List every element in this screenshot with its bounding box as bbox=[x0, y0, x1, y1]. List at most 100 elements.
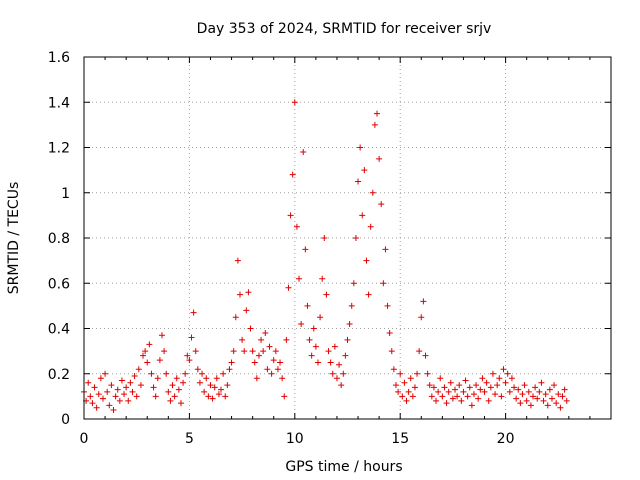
data-point bbox=[319, 275, 326, 282]
x-tick-label: 0 bbox=[80, 431, 89, 447]
data-point bbox=[106, 402, 113, 409]
data-point bbox=[194, 366, 201, 373]
data-point bbox=[454, 393, 461, 400]
data-point bbox=[546, 386, 553, 393]
data-point bbox=[87, 393, 94, 400]
data-point bbox=[281, 393, 288, 400]
data-point bbox=[355, 178, 362, 185]
data-point bbox=[182, 370, 189, 377]
data-point bbox=[213, 375, 220, 382]
data-point bbox=[384, 302, 391, 309]
data-point bbox=[215, 391, 222, 398]
data-point bbox=[473, 382, 480, 389]
data-point bbox=[148, 370, 155, 377]
data-point bbox=[300, 149, 307, 156]
data-point bbox=[470, 391, 477, 398]
data-point bbox=[361, 167, 368, 174]
data-point bbox=[293, 223, 300, 230]
data-point bbox=[333, 375, 340, 382]
data-point bbox=[414, 370, 421, 377]
data-point bbox=[123, 384, 130, 391]
data-point bbox=[409, 393, 416, 400]
data-point bbox=[430, 384, 437, 391]
data-point bbox=[371, 121, 378, 128]
data-point bbox=[268, 370, 275, 377]
data-point bbox=[506, 388, 513, 395]
data-point bbox=[530, 393, 537, 400]
data-point bbox=[110, 406, 117, 413]
data-point bbox=[483, 379, 490, 386]
data-point bbox=[171, 393, 178, 400]
data-point bbox=[420, 298, 427, 305]
data-point bbox=[527, 402, 534, 409]
data-point bbox=[314, 359, 321, 366]
data-point bbox=[298, 320, 305, 327]
data-point bbox=[262, 330, 269, 337]
data-point bbox=[325, 348, 332, 355]
data-point bbox=[352, 235, 359, 241]
data-point bbox=[508, 375, 515, 382]
data-point bbox=[500, 366, 507, 373]
data-point bbox=[245, 289, 252, 296]
data-point bbox=[129, 388, 136, 395]
data-point bbox=[218, 386, 225, 393]
data-point bbox=[260, 348, 267, 355]
data-point bbox=[131, 373, 138, 380]
data-point bbox=[498, 393, 505, 400]
data-point bbox=[99, 395, 106, 402]
data-point bbox=[121, 391, 128, 398]
data-point bbox=[479, 375, 486, 382]
data-point bbox=[291, 99, 298, 106]
data-point bbox=[255, 352, 262, 359]
data-point bbox=[466, 384, 473, 391]
x-tick-label: 20 bbox=[497, 431, 515, 447]
data-point bbox=[327, 359, 334, 366]
data-point bbox=[222, 393, 229, 400]
data-point bbox=[220, 370, 227, 377]
data-point bbox=[289, 171, 296, 178]
data-point bbox=[344, 336, 351, 343]
data-point bbox=[340, 370, 347, 377]
data-point bbox=[144, 359, 151, 366]
data-point bbox=[386, 330, 393, 337]
data-point bbox=[553, 400, 560, 407]
data-point bbox=[342, 352, 349, 359]
data-point bbox=[201, 388, 208, 395]
data-point bbox=[521, 382, 528, 389]
data-point bbox=[348, 302, 355, 309]
data-point bbox=[133, 393, 140, 400]
data-point bbox=[489, 370, 496, 377]
data-point bbox=[445, 388, 452, 395]
data-point bbox=[416, 348, 423, 355]
y-axis-label: SRMTID / TECUs bbox=[6, 182, 22, 295]
data-point bbox=[428, 393, 435, 400]
x-tick-label: 10 bbox=[286, 431, 304, 447]
data-point bbox=[447, 379, 454, 386]
data-point bbox=[551, 382, 558, 389]
data-point bbox=[196, 379, 203, 386]
data-point bbox=[329, 370, 336, 377]
data-point bbox=[559, 393, 566, 400]
data-point bbox=[211, 384, 218, 391]
data-point bbox=[477, 386, 484, 393]
data-point bbox=[323, 291, 330, 298]
data-point bbox=[205, 393, 212, 400]
data-point bbox=[175, 386, 182, 393]
data-point bbox=[236, 291, 243, 298]
data-point bbox=[287, 212, 294, 219]
data-point bbox=[190, 309, 197, 316]
data-point bbox=[199, 370, 206, 377]
data-point bbox=[449, 395, 456, 402]
data-point bbox=[156, 357, 163, 364]
data-point bbox=[424, 370, 431, 377]
x-tick-label: 5 bbox=[185, 431, 194, 447]
data-point bbox=[418, 314, 425, 321]
data-point bbox=[209, 395, 216, 402]
data-point bbox=[186, 357, 193, 364]
data-point bbox=[241, 348, 248, 355]
data-point bbox=[127, 379, 134, 386]
data-point bbox=[481, 388, 488, 395]
data-point bbox=[443, 400, 450, 407]
data-point bbox=[234, 257, 241, 264]
data-point bbox=[460, 388, 467, 395]
